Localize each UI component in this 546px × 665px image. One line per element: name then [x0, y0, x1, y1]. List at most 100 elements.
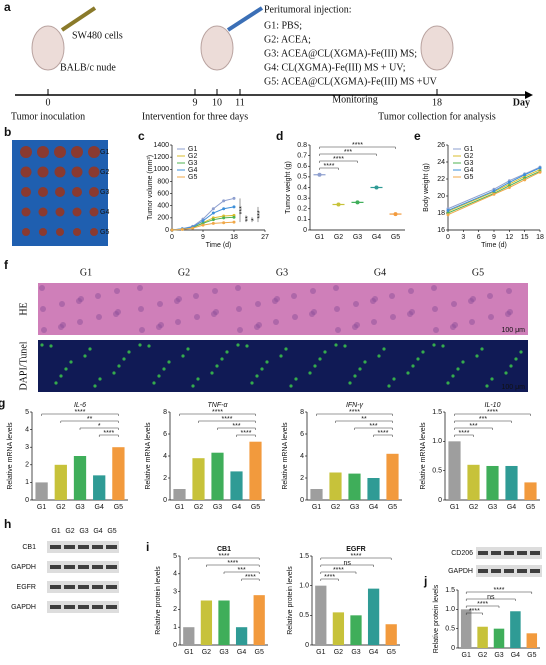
- sig-bracket: [206, 564, 260, 567]
- band: [491, 569, 501, 573]
- x-axis-label: Time (d): [481, 242, 507, 249]
- tumor: [37, 146, 49, 158]
- tunel-speck: [236, 343, 240, 347]
- y-tick-label: 3: [173, 588, 177, 595]
- x-tick-label: G2: [478, 652, 487, 659]
- tunel-speck: [152, 381, 156, 385]
- sig-label: ****: [103, 430, 114, 437]
- point: [211, 218, 215, 222]
- sig-label: ****: [245, 574, 256, 581]
- sig-label: ***: [257, 210, 264, 218]
- bar: [367, 588, 380, 645]
- y-axis-label: Relative mRNA levels: [420, 422, 427, 490]
- event-label: Intervention for three days: [142, 111, 248, 122]
- bar: [310, 489, 323, 500]
- x-tick-label: 6: [477, 234, 481, 241]
- y-tick-label: 200: [157, 215, 169, 222]
- injection-title: Peritumoral injection:: [264, 4, 351, 15]
- day-label: 11: [235, 97, 245, 108]
- x-tick-label: G1: [184, 649, 193, 656]
- x-tick-label: 0: [170, 234, 174, 241]
- panel-label: g: [0, 396, 5, 410]
- band: [106, 545, 117, 549]
- x-tick-label: G1: [462, 652, 471, 659]
- x-tick-label: G4: [95, 504, 104, 511]
- bar: [112, 447, 125, 500]
- y-tick-label: 1400: [153, 142, 169, 149]
- tissue-speck: [193, 293, 199, 299]
- bar: [183, 627, 195, 645]
- sig-label: ****: [333, 156, 344, 163]
- sig-bracket: [320, 557, 392, 560]
- tunel-speck: [147, 344, 151, 348]
- tunel-speck: [456, 367, 460, 371]
- sig-bracket: [465, 612, 483, 615]
- tunel-speck: [490, 377, 494, 381]
- tunel-speck: [432, 343, 436, 347]
- tumor: [88, 146, 100, 158]
- bar: [192, 458, 205, 500]
- tunel-speck: [382, 347, 386, 351]
- tunel-speck: [451, 374, 455, 378]
- y-tick-label: 1.0: [432, 438, 442, 445]
- sig-bracket: [454, 420, 512, 423]
- tunel-speck: [377, 354, 381, 358]
- tissue-speck: [176, 296, 182, 302]
- tunel-speck: [348, 381, 352, 385]
- legend-label: G3: [188, 160, 197, 167]
- point: [232, 220, 236, 224]
- y-tick-label: 4: [25, 426, 29, 433]
- tissue-speck: [212, 288, 218, 294]
- y-tick-label: 16: [437, 227, 445, 234]
- tumor: [20, 146, 32, 158]
- y-tick-label: 22: [437, 176, 445, 183]
- row-label: EGFR: [17, 584, 36, 591]
- bar: [230, 471, 243, 500]
- x-tick-label: G3: [353, 234, 362, 241]
- row-label: CB1: [22, 544, 36, 551]
- tunel-speck: [260, 367, 264, 371]
- x-tick-label: G3: [213, 504, 222, 511]
- bar: [329, 472, 342, 500]
- band: [106, 605, 117, 609]
- x-tick-label: G1: [175, 504, 184, 511]
- row-label: HE: [18, 302, 29, 315]
- row-label: G5: [100, 229, 109, 236]
- scale-bar: 100 μm: [502, 327, 526, 334]
- sig-label: *: [251, 218, 258, 221]
- tunel-speck: [411, 364, 415, 368]
- column-label: G4: [374, 267, 386, 278]
- y-axis-label: Relative protein levels: [155, 566, 162, 635]
- y-tick-label: 0.4: [297, 184, 307, 191]
- x-tick-label: G4: [369, 504, 378, 511]
- tunel-speck: [245, 344, 249, 348]
- point: [232, 205, 236, 209]
- tumor: [21, 187, 31, 197]
- sig-label: ***: [469, 423, 477, 430]
- bar: [350, 615, 362, 645]
- bar: [367, 478, 380, 500]
- y-tick-label: 1.5: [299, 553, 309, 560]
- band: [64, 545, 75, 549]
- legend-label: G5: [188, 174, 197, 181]
- tissue-speck: [138, 306, 144, 312]
- sig-bracket: [465, 591, 533, 594]
- tunel-speck: [88, 347, 92, 351]
- y-tick-label: 2: [300, 475, 304, 482]
- sig-label: ****: [333, 567, 344, 574]
- tunel-speck: [416, 357, 420, 361]
- point: [507, 186, 511, 189]
- y-tick-label: 0.3: [297, 195, 307, 202]
- sig-bracket: [241, 578, 260, 581]
- tunel-speck: [59, 374, 63, 378]
- tunel-speck: [485, 384, 489, 388]
- x-tick-label: G3: [75, 504, 84, 511]
- row-label: DAPI/Tunel: [18, 341, 29, 390]
- day-label: 10: [212, 97, 222, 108]
- point: [374, 185, 379, 190]
- sig-label: ****: [487, 409, 498, 416]
- y-tick-label: 1.5: [445, 587, 455, 594]
- tumor: [89, 187, 99, 197]
- x-tick-label: G5: [251, 504, 260, 511]
- sig-bracket: [354, 427, 393, 430]
